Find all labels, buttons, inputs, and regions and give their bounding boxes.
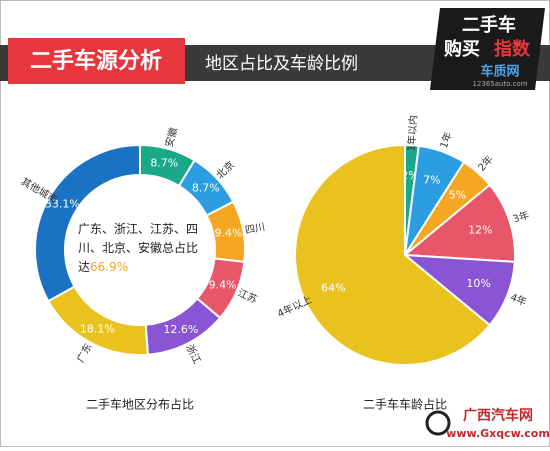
watermark-url: www.Gxqcw.com — [446, 427, 550, 440]
logo-url: 12365auto.com — [472, 80, 527, 88]
slice — [34, 143, 141, 303]
value-label: 64% — [321, 282, 345, 295]
category-label: 1年以内 — [405, 115, 420, 152]
value-label: 8.7% — [150, 156, 178, 169]
header-subtitle: 地区占比及车龄比例 — [205, 54, 358, 74]
annotation-text: 广东、浙江、江苏、四川、北京、安徽总占比达 — [78, 222, 199, 274]
value-label: 10% — [466, 277, 490, 290]
title-band — [8, 38, 185, 84]
annotation: 广东、浙江、江苏、四川、北京、安徽总占比达66.9% — [78, 220, 202, 277]
value-label: 9.4% — [209, 279, 237, 292]
chart-title: 二手车车龄占比 — [363, 397, 447, 412]
logo-mid: 购买 — [444, 38, 480, 60]
value-label: 12.6% — [163, 323, 198, 336]
watermark-name: 广西汽车网 — [463, 407, 533, 424]
watermark-icon — [425, 410, 451, 436]
chart-title: 二手车地区分布占比 — [86, 397, 194, 412]
logo-site: 车质网 — [480, 64, 519, 80]
logo-top: 二手车 — [462, 14, 516, 36]
logo-bg — [430, 8, 545, 90]
value-label: 12% — [468, 224, 492, 237]
value-label: 7% — [423, 173, 440, 186]
value-label: 18.1% — [80, 322, 115, 335]
value-label: 8.7% — [192, 182, 220, 195]
value-label: 33.1% — [45, 197, 80, 210]
value-label: 9.4% — [215, 227, 243, 240]
logo-hot: 指数 — [494, 38, 531, 60]
slice — [402, 183, 516, 263]
annotation-box: 广东、浙江、江苏、四川、北京、安徽总占比达66.9% — [78, 220, 202, 277]
annotation-highlight: 66.9% — [90, 260, 129, 274]
value-label: 5% — [449, 189, 466, 202]
slice — [294, 143, 492, 366]
category-label: 四川 — [244, 222, 266, 236]
header-title: 二手车源分析 — [30, 48, 162, 74]
